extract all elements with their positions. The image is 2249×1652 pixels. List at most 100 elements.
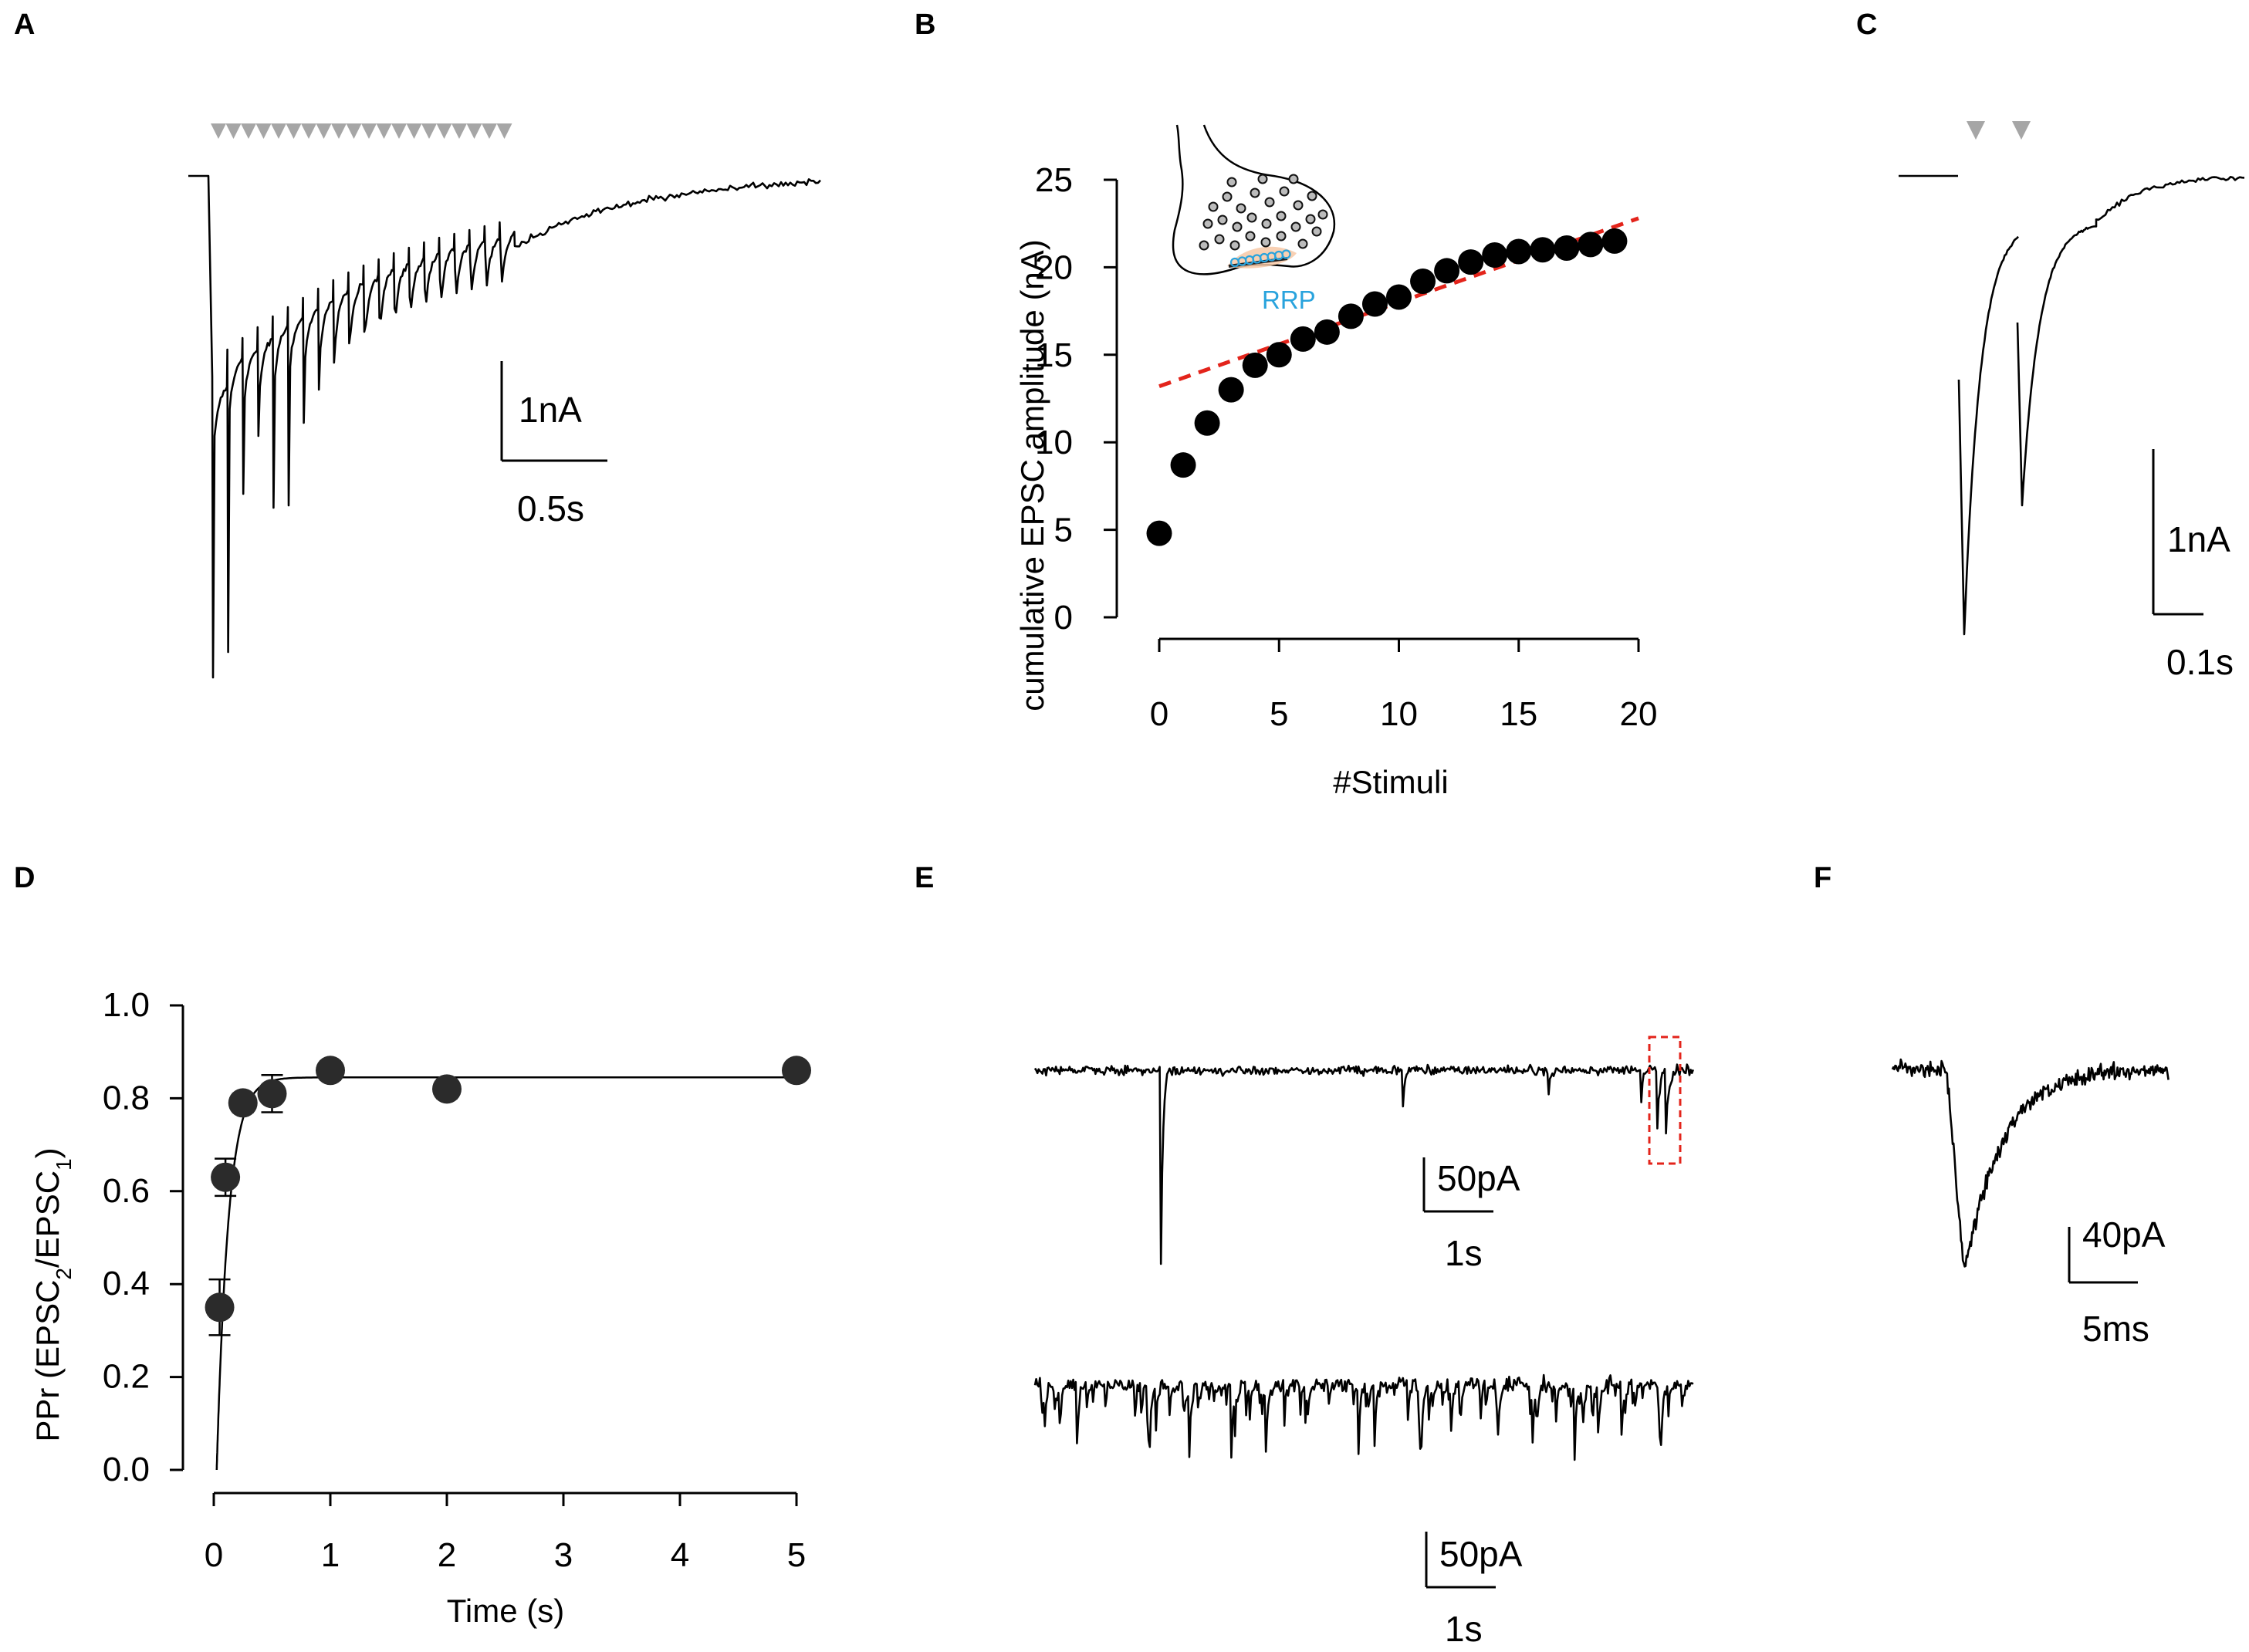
- vesicle: [1236, 203, 1246, 214]
- b-data-point: [1482, 242, 1508, 269]
- scalebar-e-bottom: 50pA 1s: [1425, 1532, 1523, 1649]
- d-x-tick-label: 1: [321, 1536, 340, 1574]
- vesicle: [1214, 234, 1225, 245]
- d-x-tick-label: 0: [205, 1536, 223, 1574]
- panel-label-a: A: [14, 8, 35, 41]
- vesicle: [1246, 212, 1257, 223]
- stimulus-marker: [466, 123, 482, 139]
- d-y-tick-label: 0.4: [103, 1265, 150, 1302]
- scalebar-e-top-y-label: 50pA: [1437, 1158, 1520, 1198]
- b-y-tick-label: 20: [1035, 248, 1073, 286]
- zoom-region-box: [1648, 1035, 1682, 1165]
- b-y-tick-label: 5: [1054, 512, 1073, 549]
- d-x-tick-label: 5: [787, 1536, 806, 1574]
- panel-label-f: F: [1814, 862, 1831, 894]
- stimulus-marker: [316, 123, 332, 139]
- b-data-point: [1554, 235, 1580, 261]
- vesicle: [1208, 201, 1219, 212]
- spontaneous-trace-top: [1033, 1063, 1695, 1265]
- d-y-axis-label: PPr (EPSC2/EPSC1): [29, 1147, 76, 1441]
- b-data-point: [1530, 237, 1556, 263]
- chart-b: 0 5 10 15 20 25 0 5 10 15 20 cumulative EPSC ampl…: [1014, 161, 1657, 800]
- scalebar-a-y-label: 1nA: [519, 390, 582, 430]
- stimulus-marker: [451, 123, 467, 139]
- b-data-point: [1242, 352, 1268, 378]
- scalebar-f-x-label: 5ms: [2082, 1309, 2149, 1349]
- b-data-point: [1338, 303, 1364, 329]
- b-y-axis-label: cumulative EPSC amplitude (nA): [1014, 239, 1050, 711]
- vesicle: [1257, 174, 1268, 184]
- vesicle: [1232, 221, 1243, 232]
- d-data-point: [228, 1088, 258, 1118]
- stimulus-marker: [286, 123, 302, 139]
- b-y-tick-label: 10: [1035, 424, 1073, 461]
- stimulus-markers-a: [211, 123, 512, 139]
- panel-label-b: B: [915, 8, 935, 41]
- d-data-point: [316, 1056, 345, 1086]
- b-data-point: [1146, 520, 1172, 546]
- b-x-axis-label: #Stimuli: [1333, 764, 1448, 800]
- stimulus-marker: [2012, 121, 2031, 140]
- panel-label-d: D: [14, 862, 35, 894]
- scalebar-a: 1nA 0.5s: [500, 361, 607, 529]
- vesicle: [1317, 209, 1328, 220]
- b-x-tick-label: 15: [1500, 695, 1537, 733]
- stimulus-marker: [271, 123, 286, 139]
- b-x-ticks: 0 5 10 15 20: [1150, 639, 1658, 733]
- b-x-tick-label: 5: [1270, 695, 1288, 733]
- b-data-point: [1578, 231, 1604, 258]
- b-data-point: [1458, 249, 1484, 275]
- d-y-tick-label: 0.2: [103, 1358, 150, 1396]
- vesicle: [1311, 226, 1322, 237]
- d-y-tick-label: 0.8: [103, 1079, 150, 1117]
- vesicle: [1276, 211, 1287, 221]
- stimulus-marker: [376, 123, 392, 139]
- stimulus-marker: [436, 123, 452, 139]
- d-y-tick-label: 0.0: [103, 1451, 150, 1488]
- vesicle: [1293, 200, 1304, 211]
- stimulus-marker: [482, 123, 497, 139]
- d-x-ticks: 0 1 2 3 4 5: [205, 1493, 806, 1574]
- vesicle: [1260, 237, 1271, 248]
- b-x-tick-label: 0: [1150, 695, 1168, 733]
- d-x-axis-label: Time (s): [447, 1593, 564, 1629]
- d-fit-curve: [215, 1076, 796, 1470]
- b-y-tick-label: 15: [1035, 336, 1073, 374]
- vesicle: [1261, 218, 1272, 229]
- vesicle: [1199, 240, 1209, 251]
- d-y-tick-label: 0.6: [103, 1172, 150, 1210]
- stimulus-marker: [406, 123, 422, 139]
- scalebar-e-bottom-y-label: 50pA: [1439, 1534, 1523, 1574]
- stimulus-marker: [225, 123, 242, 139]
- b-data-point: [1290, 326, 1316, 352]
- vesicle: [1245, 231, 1256, 242]
- scalebar-c-x-label: 0.1s: [2166, 642, 2234, 682]
- stimulus-markers-c: [1967, 121, 2031, 140]
- b-x-tick-label: 20: [1620, 695, 1658, 733]
- b-data-point: [1386, 284, 1412, 310]
- b-y-ticks: 0 5 10 15 20 25: [1035, 161, 1117, 637]
- b-data-point: [1410, 269, 1436, 295]
- d-data-point: [782, 1056, 811, 1086]
- d-data-point: [211, 1162, 241, 1192]
- b-x-tick-label: 10: [1380, 695, 1418, 733]
- scalebar-a-x-label: 0.5s: [517, 488, 584, 529]
- d-x-tick-label: 3: [554, 1536, 573, 1574]
- vesicle: [1276, 231, 1287, 242]
- scalebar-f-y-label: 40pA: [2082, 1215, 2166, 1255]
- spontaneous-trace-bottom: [1033, 1373, 1694, 1461]
- b-data-point: [1194, 410, 1220, 436]
- b-data-point: [1601, 228, 1628, 254]
- b-y-tick-label: 25: [1035, 161, 1073, 199]
- d-error-bars: [208, 1059, 807, 1336]
- vesicle: [1250, 187, 1260, 198]
- epsc-train-trace: [188, 174, 821, 679]
- b-data-point: [1218, 377, 1244, 403]
- b-data-point: [1314, 319, 1340, 345]
- stimulus-marker: [421, 123, 437, 139]
- b-data-points: [1146, 228, 1628, 546]
- d-x-tick-label: 4: [671, 1536, 689, 1574]
- stimulus-marker: [496, 123, 512, 139]
- vesicle: [1290, 221, 1301, 232]
